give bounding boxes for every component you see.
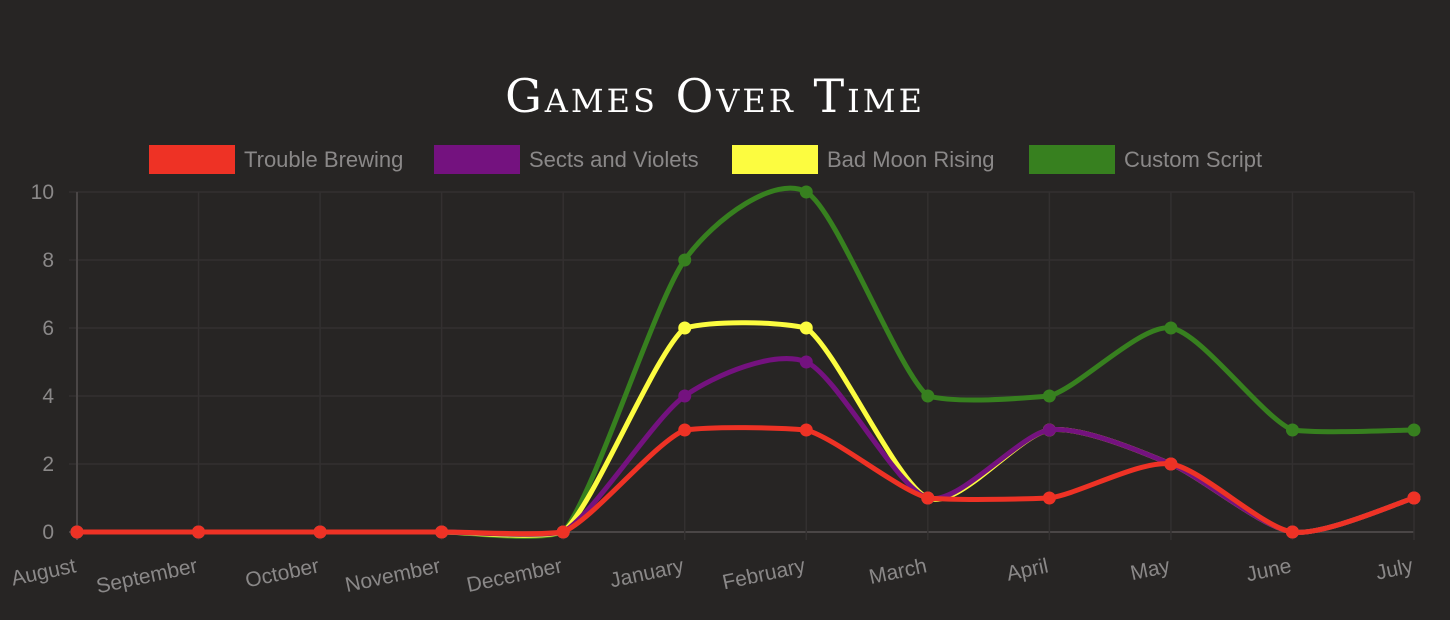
data-point[interactable] bbox=[1042, 389, 1056, 403]
data-point[interactable] bbox=[799, 321, 813, 335]
chart-title: Games Over Time bbox=[505, 69, 925, 123]
data-point[interactable] bbox=[1042, 491, 1056, 505]
x-tick-label: June bbox=[1244, 554, 1293, 586]
data-point[interactable] bbox=[799, 185, 813, 199]
x-tick-label: October bbox=[243, 554, 321, 592]
data-point[interactable] bbox=[70, 525, 84, 539]
x-tick-label: July bbox=[1374, 554, 1416, 584]
legend-label: Custom Script bbox=[1124, 147, 1262, 172]
data-point[interactable] bbox=[556, 525, 570, 539]
y-tick-label: 6 bbox=[42, 317, 54, 340]
data-point[interactable] bbox=[1407, 423, 1421, 437]
data-point[interactable] bbox=[799, 423, 813, 437]
data-point[interactable] bbox=[678, 321, 692, 335]
y-tick-label: 0 bbox=[42, 521, 54, 544]
x-axis: August September October November December Ja… bbox=[9, 554, 1415, 598]
data-point[interactable] bbox=[1164, 321, 1178, 335]
grid bbox=[69, 191, 1415, 540]
x-tick-label: December bbox=[465, 554, 565, 597]
data-point[interactable] bbox=[1042, 423, 1056, 437]
y-tick-label: 2 bbox=[42, 453, 54, 476]
x-tick-label: May bbox=[1128, 554, 1172, 585]
data-point[interactable] bbox=[1285, 423, 1299, 437]
legend: Trouble Brewing Sects and Violets Bad Moon… bbox=[149, 145, 1262, 174]
x-tick-label: March bbox=[867, 554, 929, 589]
data-point[interactable] bbox=[1407, 491, 1421, 505]
data-point[interactable] bbox=[435, 525, 449, 539]
legend-swatch bbox=[434, 145, 520, 174]
x-tick-label: February bbox=[720, 554, 807, 594]
series-line bbox=[74, 356, 1417, 537]
y-tick-label: 10 bbox=[31, 181, 54, 204]
legend-label: Bad Moon Rising bbox=[827, 147, 995, 172]
legend-swatch bbox=[732, 145, 818, 174]
x-tick-label: September bbox=[94, 554, 199, 598]
data-point[interactable] bbox=[678, 253, 692, 267]
x-tick-label: August bbox=[9, 554, 78, 590]
legend-swatch bbox=[1029, 145, 1115, 174]
data-point[interactable] bbox=[313, 525, 327, 539]
series-lines bbox=[70, 185, 1421, 540]
data-point[interactable] bbox=[1164, 457, 1178, 471]
series-trouble-brewing bbox=[70, 423, 1421, 539]
legend-swatch bbox=[149, 145, 235, 174]
y-tick-label: 4 bbox=[42, 385, 54, 408]
data-point[interactable] bbox=[192, 525, 206, 539]
series-line bbox=[74, 425, 1417, 537]
legend-item[interactable]: Sects and Violets bbox=[434, 145, 699, 174]
legend-item[interactable]: Bad Moon Rising bbox=[732, 145, 995, 174]
y-axis: 0 2 4 6 8 10 bbox=[31, 181, 55, 544]
data-point[interactable] bbox=[921, 389, 935, 403]
legend-item[interactable]: Custom Script bbox=[1029, 145, 1262, 174]
y-tick-label: 8 bbox=[42, 249, 54, 272]
legend-label: Trouble Brewing bbox=[244, 147, 403, 172]
data-point[interactable] bbox=[799, 355, 813, 369]
series-sects-and-violets bbox=[70, 355, 1421, 539]
legend-item[interactable]: Trouble Brewing bbox=[149, 145, 403, 174]
data-point[interactable] bbox=[678, 423, 692, 437]
data-point[interactable] bbox=[921, 491, 935, 505]
data-point[interactable] bbox=[678, 389, 692, 403]
data-point[interactable] bbox=[1285, 525, 1299, 539]
x-tick-label: April bbox=[1005, 554, 1051, 585]
x-tick-label: January bbox=[608, 554, 686, 592]
x-tick-label: November bbox=[343, 554, 443, 597]
legend-label: Sects and Violets bbox=[529, 147, 699, 172]
